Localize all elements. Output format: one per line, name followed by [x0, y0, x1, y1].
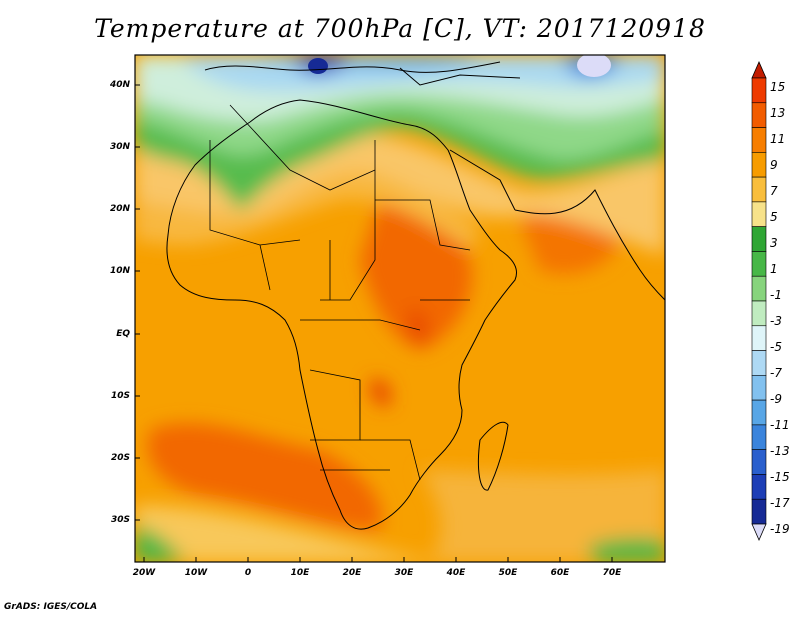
lon-label-10w: 10W: [184, 568, 208, 578]
colorbar-label: 15: [770, 80, 786, 94]
lon-label-60e: 60E: [550, 568, 570, 578]
lat-label-10n: 10N: [109, 266, 130, 276]
lat-label-20s: 20S: [110, 453, 130, 463]
colorbar-swatch: [751, 498, 767, 525]
colorbar-swatch: [751, 251, 767, 277]
colorbar-label: -1: [770, 288, 782, 302]
colorbar-swatch: [751, 77, 767, 104]
lat-label-40n: 40N: [109, 80, 130, 90]
lat-label-eq: EQ: [116, 329, 130, 339]
colorbar-label: -7: [770, 366, 782, 380]
colorbar-swatch: [751, 176, 767, 203]
colorbar-swatch: [751, 201, 767, 227]
footer-credit: GrADS: IGES/COLA: [4, 602, 98, 612]
lat-label-20n: 20N: [109, 204, 130, 214]
lon-label-10e: 10E: [290, 568, 310, 578]
lon-label-30e: 30E: [394, 568, 414, 578]
coastlines: [166, 61, 665, 530]
colorbar-under-arrow: [751, 523, 767, 541]
lat-label-30n: 30N: [109, 142, 130, 152]
colorbar-label: -17: [770, 496, 790, 510]
lon-label-40e: 40E: [446, 568, 466, 578]
colorbar-label: -9: [770, 392, 782, 406]
country-borders: [209, 104, 471, 481]
colorbar-label: -5: [770, 340, 782, 354]
colorbar: [751, 61, 767, 541]
colorbar-swatch: [751, 102, 767, 128]
colorbar-swatch: [751, 399, 767, 426]
plot-frame: [134, 54, 666, 563]
axis-ticks: [135, 84, 613, 562]
lat-label-30s: 30S: [110, 515, 130, 525]
colorbar-swatch: [751, 325, 767, 351]
colorbar-swatch: [751, 226, 767, 252]
colorbar-label: 5: [770, 210, 778, 224]
temperature-field: [135, 55, 665, 562]
lon-label-70e: 70E: [602, 568, 622, 578]
colorbar-label: 3: [770, 236, 778, 250]
lon-label-0: 0: [244, 568, 252, 578]
colorbar-label: 9: [770, 158, 778, 172]
colorbar-swatch: [751, 474, 767, 500]
colorbar-swatch: [751, 300, 767, 327]
colorbar-over-arrow: [751, 61, 767, 79]
colorbar-swatch: [751, 152, 767, 178]
lon-label-20w: 20W: [132, 568, 156, 578]
colorbar-label: -15: [770, 470, 790, 484]
colorbar-label: -11: [770, 418, 790, 432]
colorbar-swatch: [751, 127, 767, 153]
colorbar-label: 1: [770, 262, 778, 276]
colorbar-label: 13: [770, 106, 786, 120]
colorbar-swatch: [751, 350, 767, 376]
colorbar-swatch: [751, 424, 767, 450]
lat-label-10s: 10S: [110, 391, 130, 401]
colorbar-label: -3: [770, 314, 782, 328]
chart-title: Temperature at 700hPa [C], VT: 201712091…: [94, 14, 706, 43]
colorbar-swatch: [751, 375, 767, 401]
colorbar-swatch: [751, 275, 767, 302]
lon-label-50e: 50E: [498, 568, 518, 578]
colorbar-label: -19: [770, 522, 790, 536]
colorbar-label: 11: [770, 132, 786, 146]
colorbar-label: -13: [770, 444, 790, 458]
colorbar-label: 7: [770, 184, 778, 198]
lon-label-20e: 20E: [342, 568, 362, 578]
colorbar-swatch: [751, 449, 767, 475]
